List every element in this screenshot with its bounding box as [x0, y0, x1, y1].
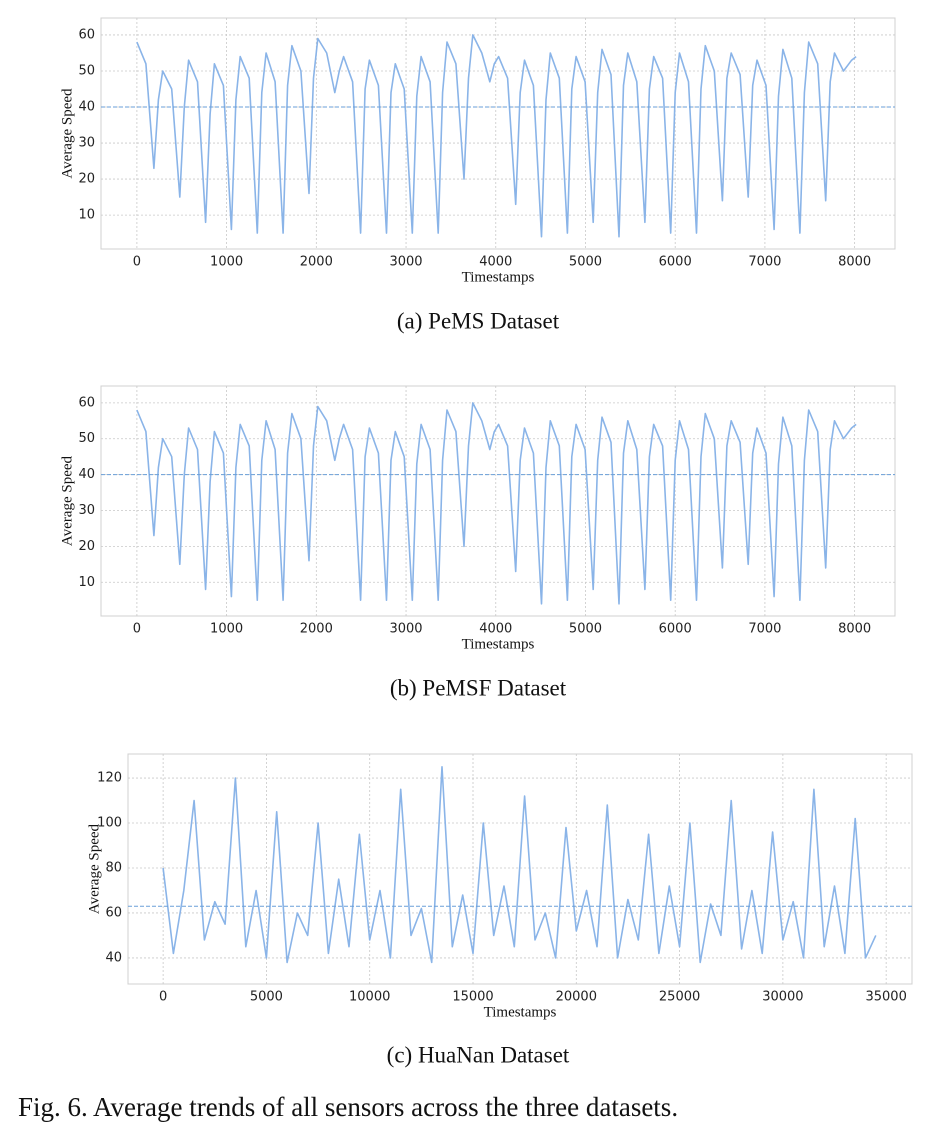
y-tick-label: 30 — [78, 136, 95, 151]
y-tick-label: 60 — [78, 395, 95, 410]
figure-caption: Fig. 6. Average trends of all sensors ac… — [18, 1092, 678, 1122]
x-tick-label: 6000 — [659, 255, 692, 270]
x-axis-label: Timestamps — [462, 269, 535, 285]
panel-caption: (a) PeMS Dataset — [397, 308, 560, 333]
x-tick-label: 35000 — [865, 990, 906, 1005]
y-tick-label: 30 — [78, 503, 95, 518]
y-tick-label: 100 — [97, 816, 122, 831]
x-tick-label: 10000 — [349, 990, 390, 1005]
y-tick-label: 10 — [78, 575, 95, 590]
panel-caption: (c) HuaNan Dataset — [387, 1042, 570, 1067]
x-tick-label: 20000 — [556, 990, 597, 1005]
y-axis-label: Average Speed — [59, 88, 75, 179]
y-tick-label: 40 — [78, 467, 95, 482]
y-tick-label: 60 — [105, 905, 122, 920]
y-axis-label: Average Speed — [86, 823, 102, 914]
y-tick-label: 60 — [78, 27, 95, 42]
data-line — [162, 766, 877, 964]
panel-caption: (b) PeMSF Dataset — [390, 675, 567, 700]
x-axis-label: Timestamps — [462, 636, 535, 652]
x-tick-label: 25000 — [659, 990, 700, 1005]
x-tick-label: 8000 — [838, 255, 871, 270]
y-tick-label: 40 — [78, 100, 95, 115]
x-tick-label: 3000 — [389, 622, 422, 637]
x-tick-label: 1000 — [210, 622, 243, 637]
x-tick-label: 15000 — [452, 990, 493, 1005]
x-tick-label: 7000 — [748, 622, 781, 637]
y-tick-label: 40 — [105, 950, 122, 965]
data-line — [136, 34, 857, 238]
y-tick-label: 80 — [105, 860, 122, 875]
x-tick-label: 2000 — [300, 622, 333, 637]
x-tick-label: 5000 — [569, 255, 602, 270]
x-tick-label: 0 — [133, 255, 141, 270]
x-tick-label: 3000 — [389, 255, 422, 270]
x-tick-label: 1000 — [210, 255, 243, 270]
x-tick-label: 2000 — [300, 255, 333, 270]
data-line — [136, 402, 857, 605]
x-tick-label: 4000 — [479, 622, 512, 637]
plot-frame — [100, 385, 896, 617]
y-tick-label: 20 — [78, 172, 95, 187]
x-tick-label: 0 — [133, 622, 141, 637]
x-tick-label: 8000 — [838, 622, 871, 637]
plot-frame — [100, 17, 896, 250]
y-tick-label: 120 — [97, 771, 122, 786]
y-tick-label: 50 — [78, 431, 95, 446]
x-tick-label: 0 — [159, 990, 167, 1005]
y-tick-label: 10 — [78, 208, 95, 223]
y-tick-label: 20 — [78, 539, 95, 554]
x-tick-label: 6000 — [659, 622, 692, 637]
x-tick-label: 5000 — [569, 622, 602, 637]
x-axis-label: Timestamps — [484, 1004, 557, 1020]
y-axis-label: Average Speed — [59, 455, 75, 546]
x-tick-label: 7000 — [748, 255, 781, 270]
x-tick-label: 30000 — [762, 990, 803, 1005]
x-tick-label: 5000 — [250, 990, 283, 1005]
x-tick-label: 4000 — [479, 255, 512, 270]
y-tick-label: 50 — [78, 63, 95, 78]
